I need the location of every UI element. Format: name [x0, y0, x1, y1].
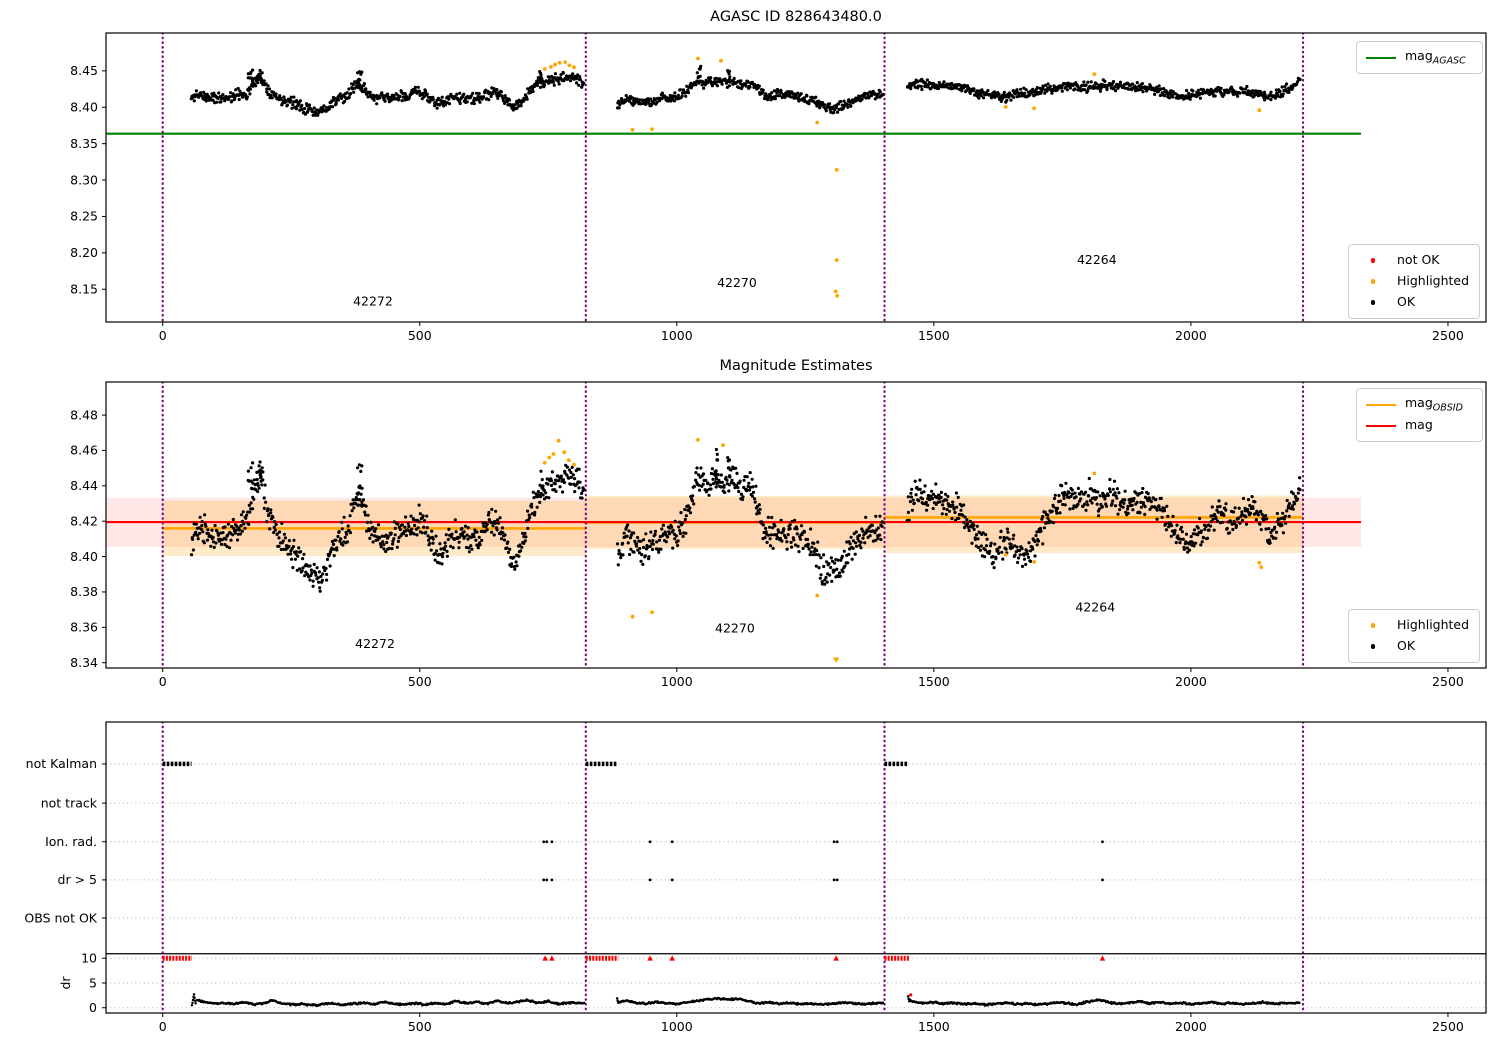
top-plot-y-tick-label: 8.45	[70, 63, 98, 78]
legend-dot-swatch	[1357, 644, 1389, 649]
middle-plot-y-tick-label: 8.46	[70, 443, 98, 458]
top-plot-y-tick-label: 8.20	[70, 245, 98, 260]
dr-tick-label: 10	[81, 950, 97, 965]
bottom-plot-x-tick-label: 2500	[1432, 1019, 1464, 1034]
legend-row: OK	[1357, 636, 1469, 657]
legend-row: OK	[1357, 292, 1469, 313]
legend-dot-swatch	[1357, 279, 1389, 284]
middle-plot-obsid-label: 42264	[1075, 599, 1115, 614]
legend-row: not OK	[1357, 250, 1469, 271]
middle-plot-x-tick-label: 2000	[1175, 674, 1207, 689]
top-plot-y-tick-label: 8.25	[70, 209, 98, 224]
bottom-plot-x-tick-label: 1000	[661, 1019, 693, 1034]
top-plot-x-tick-label: 1500	[918, 328, 950, 343]
top-plot-y-tick-label: 8.15	[70, 282, 98, 297]
bottom-plot-x-tick-label: 2000	[1175, 1019, 1207, 1034]
middle-plot-x-tick-label: 1500	[918, 674, 950, 689]
legend-row: magAGASC	[1365, 47, 1472, 68]
top-legend-mag-agasc: magAGASC	[1356, 41, 1483, 74]
top-plot-x-tick-label: 1000	[661, 328, 693, 343]
legend-line-swatch	[1365, 403, 1397, 406]
top-plot-x-tick-label: 500	[408, 328, 432, 343]
top-legend-markers: not OK Highlighted OK	[1348, 244, 1481, 319]
top-plot-y-tick-label: 8.30	[70, 172, 98, 187]
top-plot-obsid-label: 42270	[717, 275, 757, 290]
legend-label: mag	[1405, 417, 1433, 433]
legend-label: Highlighted	[1397, 617, 1470, 633]
bottom-plot-area	[106, 722, 1486, 1013]
middle-legend-markers: Highlighted OK	[1348, 609, 1481, 663]
bottom-plot-labels: not Kalman not track Ion. rad. dr > 5 OBS no…	[24, 756, 106, 1015]
legend-row: Highlighted	[1357, 271, 1469, 292]
middle-plot-x-tick-label: 1000	[661, 674, 693, 689]
top-plot-y-tick-label: 8.35	[70, 136, 98, 151]
middle-legend-lines: magOBSID mag	[1356, 388, 1483, 442]
top-plot-title: AGASC ID 828643480.0	[710, 9, 882, 25]
dr-tick-label: 0	[89, 1000, 97, 1015]
flag-row-label: not track	[41, 795, 98, 810]
legend-row: mag	[1365, 415, 1472, 436]
middle-plot-x-tick-label: 0	[159, 674, 167, 689]
legend-label: magAGASC	[1405, 47, 1466, 66]
legend-label: not OK	[1397, 252, 1440, 268]
top-plot-frame: 0 500 1000 1500 2000 2500 8.15 8.20 8.25 8.30 8.35…	[70, 32, 1487, 343]
legend-label: magOBSID	[1405, 394, 1463, 413]
bottom-plot-x-tick-label: 0	[159, 1019, 167, 1034]
middle-plot-title: Magnitude Estimates	[719, 358, 873, 374]
top-plot-x-tick-label: 0	[159, 328, 167, 343]
legend-label: Highlighted	[1397, 273, 1470, 289]
legend-row: magOBSID	[1365, 394, 1472, 415]
flag-row-label: OBS not OK	[24, 910, 97, 925]
middle-plot-y-tick-label: 8.42	[70, 513, 98, 528]
middle-plot-y-tick-label: 8.36	[70, 620, 98, 635]
legend-label: OK	[1397, 294, 1416, 310]
bottom-plot-frame: 0 500 1000 1500 2000 2500	[105, 721, 1487, 1034]
bottom-plot-x-tick-label: 500	[408, 1019, 432, 1034]
top-plot-obsid-label: 42264	[1077, 252, 1117, 267]
middle-plot-x-tick-label: 2500	[1432, 674, 1464, 689]
middle-plot-obsid-label: 42272	[355, 636, 395, 651]
middle-plot-obsid-label: 42270	[715, 621, 755, 636]
middle-plot-frame: 0 500 1000 1500 2000 2500 8.34 8.36 8.38 8.40 8.42…	[70, 381, 1487, 689]
middle-plot-y-tick-label: 8.34	[70, 655, 98, 670]
legend-dot-swatch	[1357, 300, 1389, 305]
top-plot-obsid-label: 42272	[353, 293, 393, 308]
bottom-plot-x-tick-label: 1500	[918, 1019, 950, 1034]
legend-dot-swatch	[1357, 258, 1389, 263]
top-plot-y-tick-label: 8.40	[70, 100, 98, 115]
middle-plot-area	[106, 382, 1362, 668]
middle-plot-y-tick-label: 8.44	[70, 478, 98, 493]
middle-plot-x-tick-label: 500	[408, 674, 432, 689]
dr-axis-label: dr	[58, 976, 73, 990]
middle-plot-y-tick-label: 8.38	[70, 584, 98, 599]
flag-row-label: Ion. rad.	[45, 834, 97, 849]
legend-line-swatch	[1365, 56, 1397, 59]
middle-plot-y-tick-label: 8.48	[70, 407, 98, 422]
legend-dot-swatch	[1357, 623, 1389, 628]
flag-row-label: dr > 5	[58, 872, 97, 887]
top-plot-area	[106, 33, 1362, 322]
top-plot-x-tick-label: 2000	[1175, 328, 1207, 343]
legend-row: Highlighted	[1357, 615, 1469, 636]
top-plot-x-tick-label: 2500	[1432, 328, 1464, 343]
middle-plot-y-tick-label: 8.40	[70, 549, 98, 564]
flag-row-label: not Kalman	[26, 756, 97, 771]
legend-label: OK	[1397, 638, 1416, 654]
legend-line-swatch	[1365, 424, 1397, 427]
dr-tick-label: 5	[89, 975, 97, 990]
